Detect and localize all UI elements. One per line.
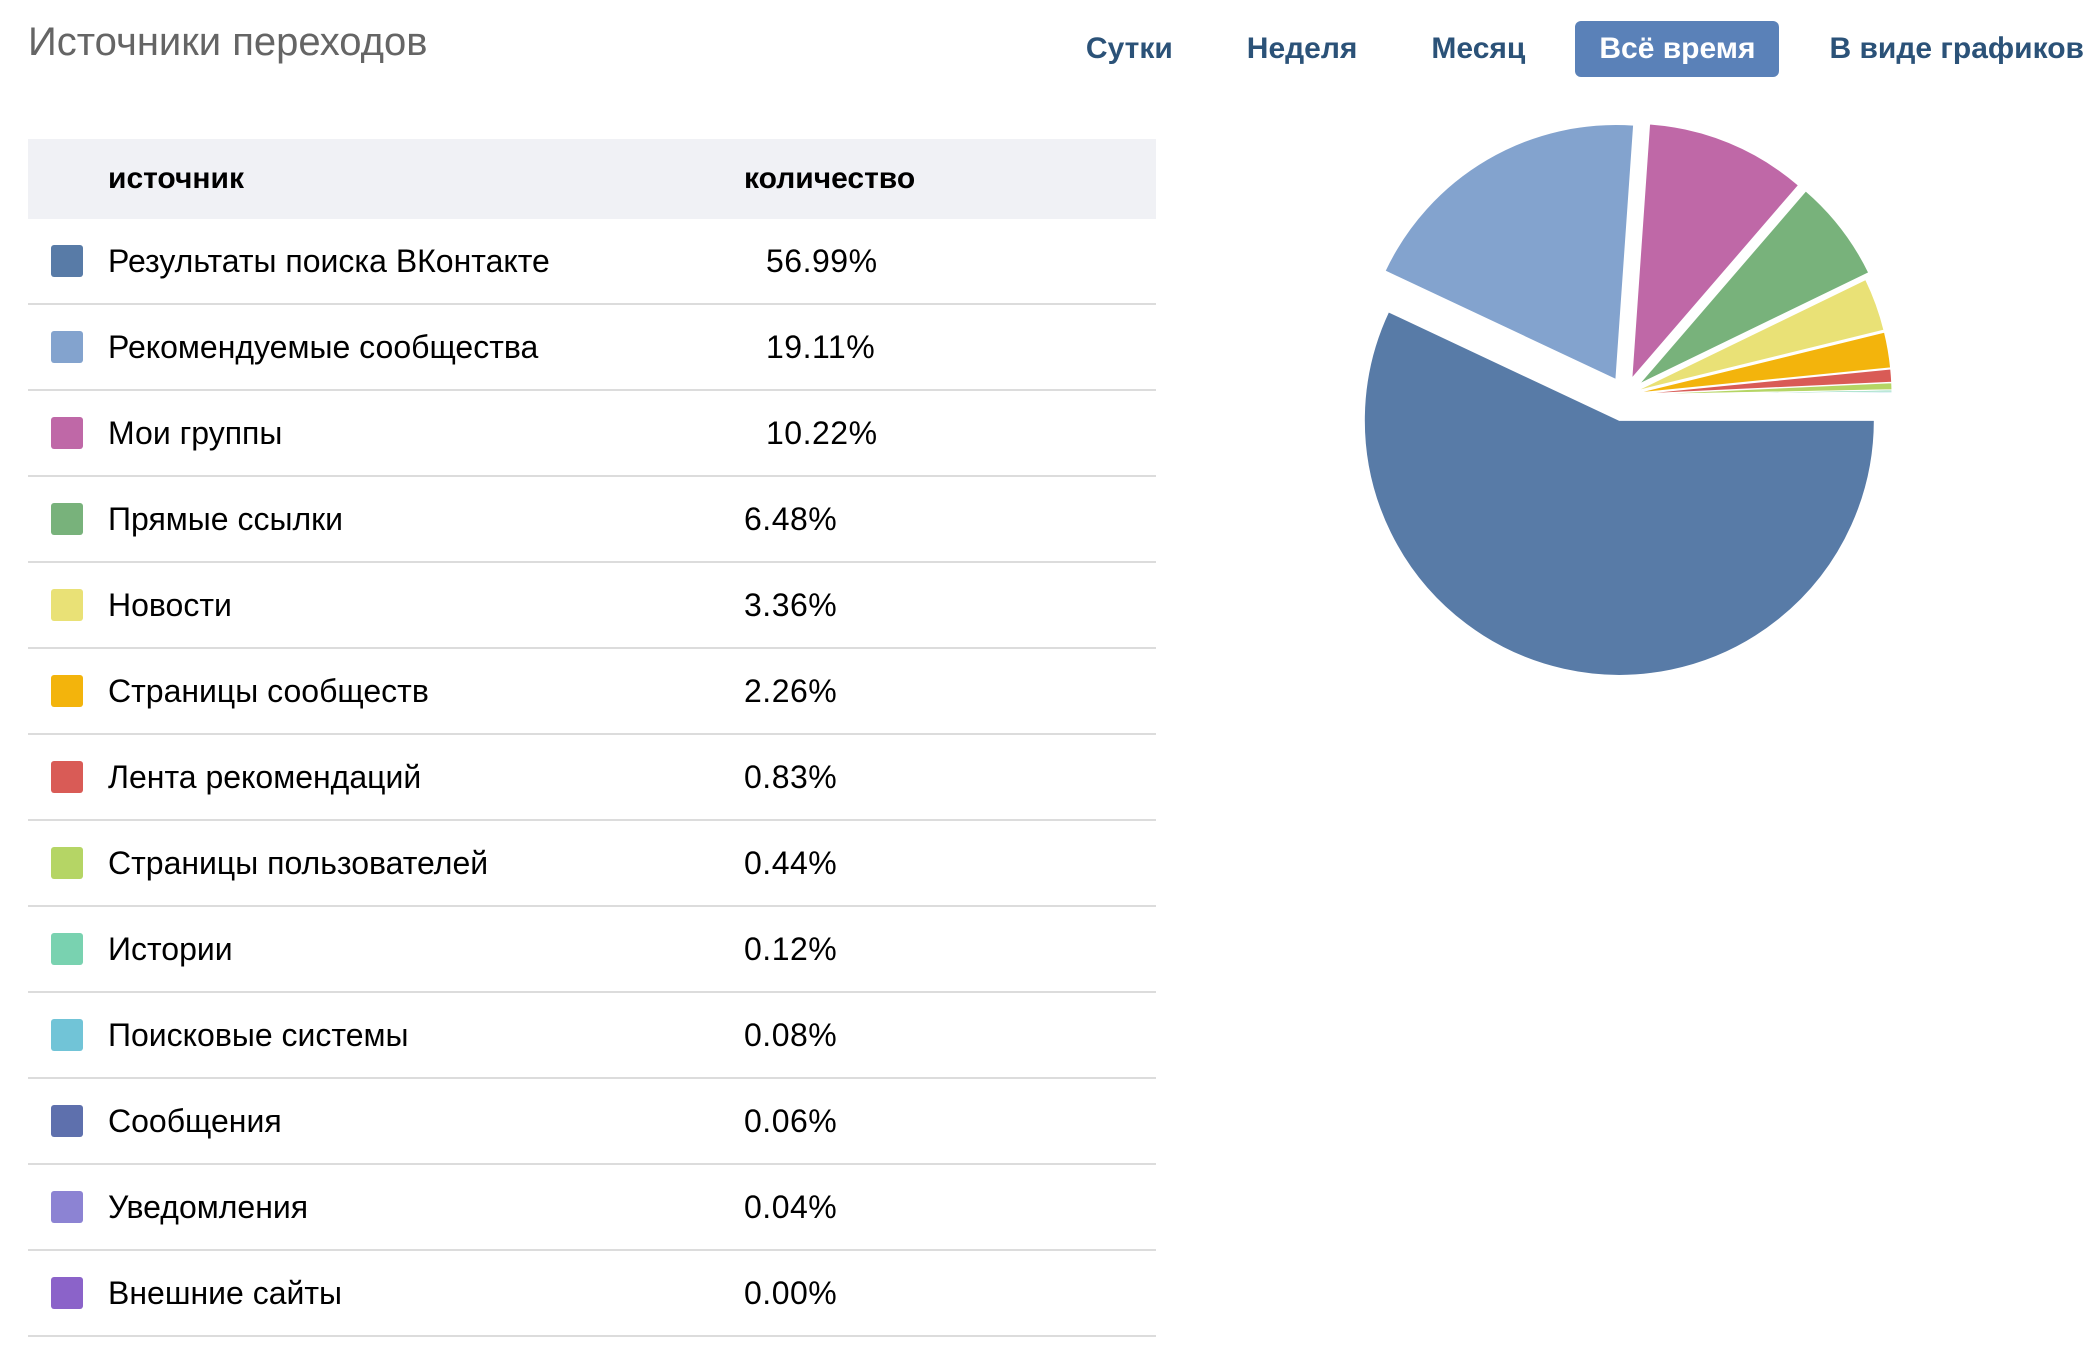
count-cell: 0.04% bbox=[744, 1164, 1156, 1251]
count-value: 0.00% bbox=[744, 1274, 838, 1311]
source-cell: Истории bbox=[28, 906, 744, 993]
count-value: 0.83% bbox=[744, 758, 838, 795]
source-label: Поисковые системы bbox=[108, 1016, 409, 1053]
tab-as-graphs[interactable]: В виде графиков bbox=[1829, 32, 2084, 65]
source-cell: Сообщения bbox=[28, 1078, 744, 1165]
source-label: Мои группы bbox=[108, 414, 283, 451]
table-row: Истории 0.12% bbox=[28, 906, 1156, 993]
pie-slice[interactable] bbox=[1631, 123, 1800, 380]
count-cell: 0.12% bbox=[744, 906, 1156, 993]
table-header-row: источник количество bbox=[28, 139, 1156, 219]
column-header-count: количество bbox=[744, 162, 916, 195]
count-cell: 0.83% bbox=[744, 734, 1156, 821]
page-title: Источники переходов bbox=[28, 20, 428, 64]
source-cell: Внешние сайты bbox=[28, 1250, 744, 1337]
legend-swatch bbox=[51, 933, 83, 965]
tab-all-time[interactable]: Всё время bbox=[1575, 21, 1780, 77]
source-label: Рекомендуемые сообщества bbox=[108, 328, 539, 365]
source-cell: Новости bbox=[28, 562, 744, 649]
table-row: Прямые ссылки 6.48% bbox=[28, 476, 1156, 563]
source-label: Истории bbox=[108, 930, 233, 967]
pie-chart bbox=[1363, 123, 1893, 676]
source-label: Внешние сайты bbox=[108, 1274, 343, 1311]
source-label: Сообщения bbox=[108, 1102, 282, 1139]
source-label: Результаты поиска ВКонтакте bbox=[108, 242, 550, 279]
table-row: Мои группы 10.22% bbox=[28, 390, 1156, 477]
count-cell: 0.44% bbox=[744, 820, 1156, 907]
pie-slice[interactable] bbox=[1638, 190, 1870, 385]
count-cell: 0.08% bbox=[744, 992, 1156, 1079]
count-value: 0.44% bbox=[744, 844, 838, 881]
legend-swatch bbox=[51, 503, 83, 535]
count-value: 19.11% bbox=[766, 328, 876, 365]
pie-slice[interactable] bbox=[1636, 278, 1885, 392]
count-value: 3.36% bbox=[744, 586, 838, 623]
source-cell: Страницы пользователей bbox=[28, 820, 744, 907]
tab-week[interactable]: Неделя bbox=[1246, 32, 1358, 65]
count-cell: 56.99% bbox=[744, 219, 1156, 305]
source-label: Новости bbox=[108, 586, 232, 623]
table-row: Сообщения 0.06% bbox=[28, 1078, 1156, 1165]
legend-swatch bbox=[51, 245, 83, 277]
source-cell: Уведомления bbox=[28, 1164, 744, 1251]
count-cell: 6.48% bbox=[744, 476, 1156, 563]
source-cell: Страницы сообществ bbox=[28, 648, 744, 735]
source-label: Лента рекомендаций bbox=[108, 758, 422, 795]
pie-slice[interactable] bbox=[1384, 124, 1635, 381]
table-row: Новости 3.36% bbox=[28, 562, 1156, 649]
source-cell: Поисковые системы bbox=[28, 992, 744, 1079]
count-cell: 2.26% bbox=[744, 648, 1156, 735]
table-row: Уведомления 0.04% bbox=[28, 1164, 1156, 1251]
legend-swatch bbox=[51, 1019, 83, 1051]
pie-slice[interactable] bbox=[1363, 311, 1875, 676]
count-value: 10.22% bbox=[766, 414, 878, 451]
period-tabs: Сутки Неделя Месяц Всё время В виде граф… bbox=[1036, 21, 2084, 77]
legend-swatch bbox=[51, 331, 83, 363]
legend-swatch bbox=[51, 589, 83, 621]
source-label: Страницы сообществ bbox=[108, 672, 429, 709]
table-row: Страницы пользователей 0.44% bbox=[28, 820, 1156, 907]
count-value: 2.26% bbox=[744, 672, 838, 709]
count-cell: 10.22% bbox=[744, 390, 1156, 477]
sources-table: источник количество Результаты поиска ВК… bbox=[28, 139, 1156, 1337]
count-cell: 3.36% bbox=[744, 562, 1156, 649]
table-row: Результаты поиска ВКонтакте 56.99% bbox=[28, 219, 1156, 305]
legend-swatch bbox=[51, 1191, 83, 1223]
source-cell: Мои группы bbox=[28, 390, 744, 477]
table-body: Результаты поиска ВКонтакте 56.99% Рекомен… bbox=[28, 219, 1156, 1337]
count-value: 6.48% bbox=[744, 500, 838, 537]
legend-swatch bbox=[51, 1105, 83, 1137]
pie-slice[interactable] bbox=[1636, 394, 1893, 397]
source-cell: Рекомендуемые сообщества bbox=[28, 304, 744, 391]
table-row: Лента рекомендаций 0.83% bbox=[28, 734, 1156, 821]
tab-day[interactable]: Сутки bbox=[1085, 32, 1173, 65]
table-row: Внешние сайты 0.00% bbox=[28, 1250, 1156, 1337]
count-value: 56.99% bbox=[766, 242, 878, 279]
column-header-source: источник bbox=[108, 162, 244, 195]
legend-swatch bbox=[51, 417, 83, 449]
count-cell: 0.00% bbox=[744, 1250, 1156, 1337]
source-cell: Прямые ссылки bbox=[28, 476, 744, 563]
table-row: Страницы сообществ 2.26% bbox=[28, 648, 1156, 735]
count-value: 0.08% bbox=[744, 1016, 838, 1053]
table-row: Рекомендуемые сообщества 19.11% bbox=[28, 304, 1156, 391]
table-row: Поисковые системы 0.08% bbox=[28, 992, 1156, 1079]
count-value: 0.12% bbox=[744, 930, 838, 967]
legend-swatch bbox=[51, 761, 83, 793]
count-value: 0.06% bbox=[744, 1102, 838, 1139]
pie-slice[interactable] bbox=[1636, 331, 1892, 394]
source-label: Уведомления bbox=[108, 1188, 309, 1225]
source-label: Прямые ссылки bbox=[108, 500, 343, 537]
count-cell: 19.11% bbox=[744, 304, 1156, 391]
legend-swatch bbox=[51, 847, 83, 879]
tab-month[interactable]: Месяц bbox=[1431, 32, 1526, 65]
legend-swatch bbox=[51, 1277, 83, 1309]
source-label: Страницы пользователей bbox=[108, 844, 489, 881]
legend-swatch bbox=[51, 675, 83, 707]
source-cell: Лента рекомендаций bbox=[28, 734, 744, 821]
count-value: 0.04% bbox=[744, 1188, 838, 1225]
source-cell: Результаты поиска ВКонтакте bbox=[28, 219, 744, 305]
count-cell: 0.06% bbox=[744, 1078, 1156, 1165]
